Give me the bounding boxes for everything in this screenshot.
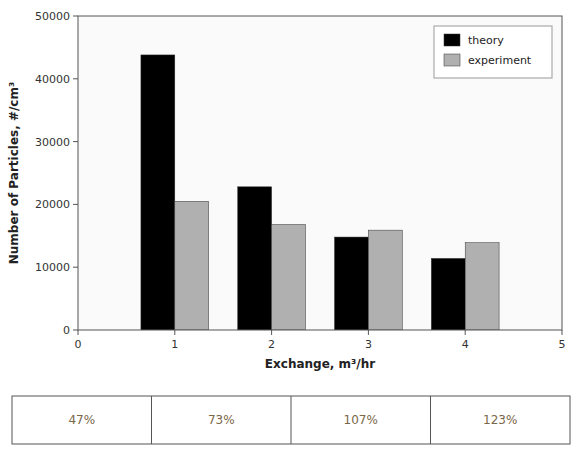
y-tick [73,330,78,331]
bar [335,237,369,330]
x-tick-label: 1 [171,338,178,351]
plot-area [78,16,562,330]
bar [175,201,209,330]
bar [431,258,465,330]
x-tick [465,330,466,335]
y-axis-label: Number of Particles, #/cm³ [7,82,21,264]
y-tick-label: 20000 [35,198,70,211]
x-tick [368,330,369,335]
x-tick-label: 2 [268,338,275,351]
table-label: 73% [208,413,235,427]
y-tick [73,78,78,79]
y-tick-label: 10000 [35,261,70,274]
x-tick-label: 5 [559,338,566,351]
table-label: 47% [68,413,95,427]
legend-box [434,26,552,78]
x-tick-label: 3 [365,338,372,351]
y-tick [73,204,78,205]
legend-label: theory [468,34,504,47]
x-tick [78,330,79,335]
x-tick [271,330,272,335]
legend: theory experiment [434,26,552,78]
table-divider [430,396,431,444]
table-divider [291,396,292,444]
x-tick-label: 4 [462,338,469,351]
bar [238,187,272,330]
x-tick-label: 0 [75,338,82,351]
y-tick [73,267,78,268]
bar [465,243,499,330]
bar [141,55,175,330]
x-tick [174,330,175,335]
y-tick [73,16,78,17]
y-tick-label: 0 [63,324,70,337]
y-tick [73,141,78,142]
chart: 0 10000 20000 30000 40000 50000 0 1 2 3 4 5 Exchange… [0,0,582,468]
y-tick-label: 40000 [35,73,70,86]
y-tick-label: 50000 [35,10,70,23]
table-label: 107% [344,413,378,427]
x-axis-label: Exchange, m³/hr [265,357,375,371]
bar [368,230,402,330]
plot-frame [78,16,562,330]
bars [141,55,499,330]
table-frame [12,396,570,444]
table-label: 123% [483,413,517,427]
legend-swatch [444,54,460,66]
table-divider [151,396,152,444]
y-tick-label: 30000 [35,136,70,149]
legend-swatch [444,34,460,46]
table: 47% 73% 107% 123% [12,396,570,444]
bar [272,224,306,330]
legend-label: experiment [468,54,532,67]
x-tick [562,330,563,335]
